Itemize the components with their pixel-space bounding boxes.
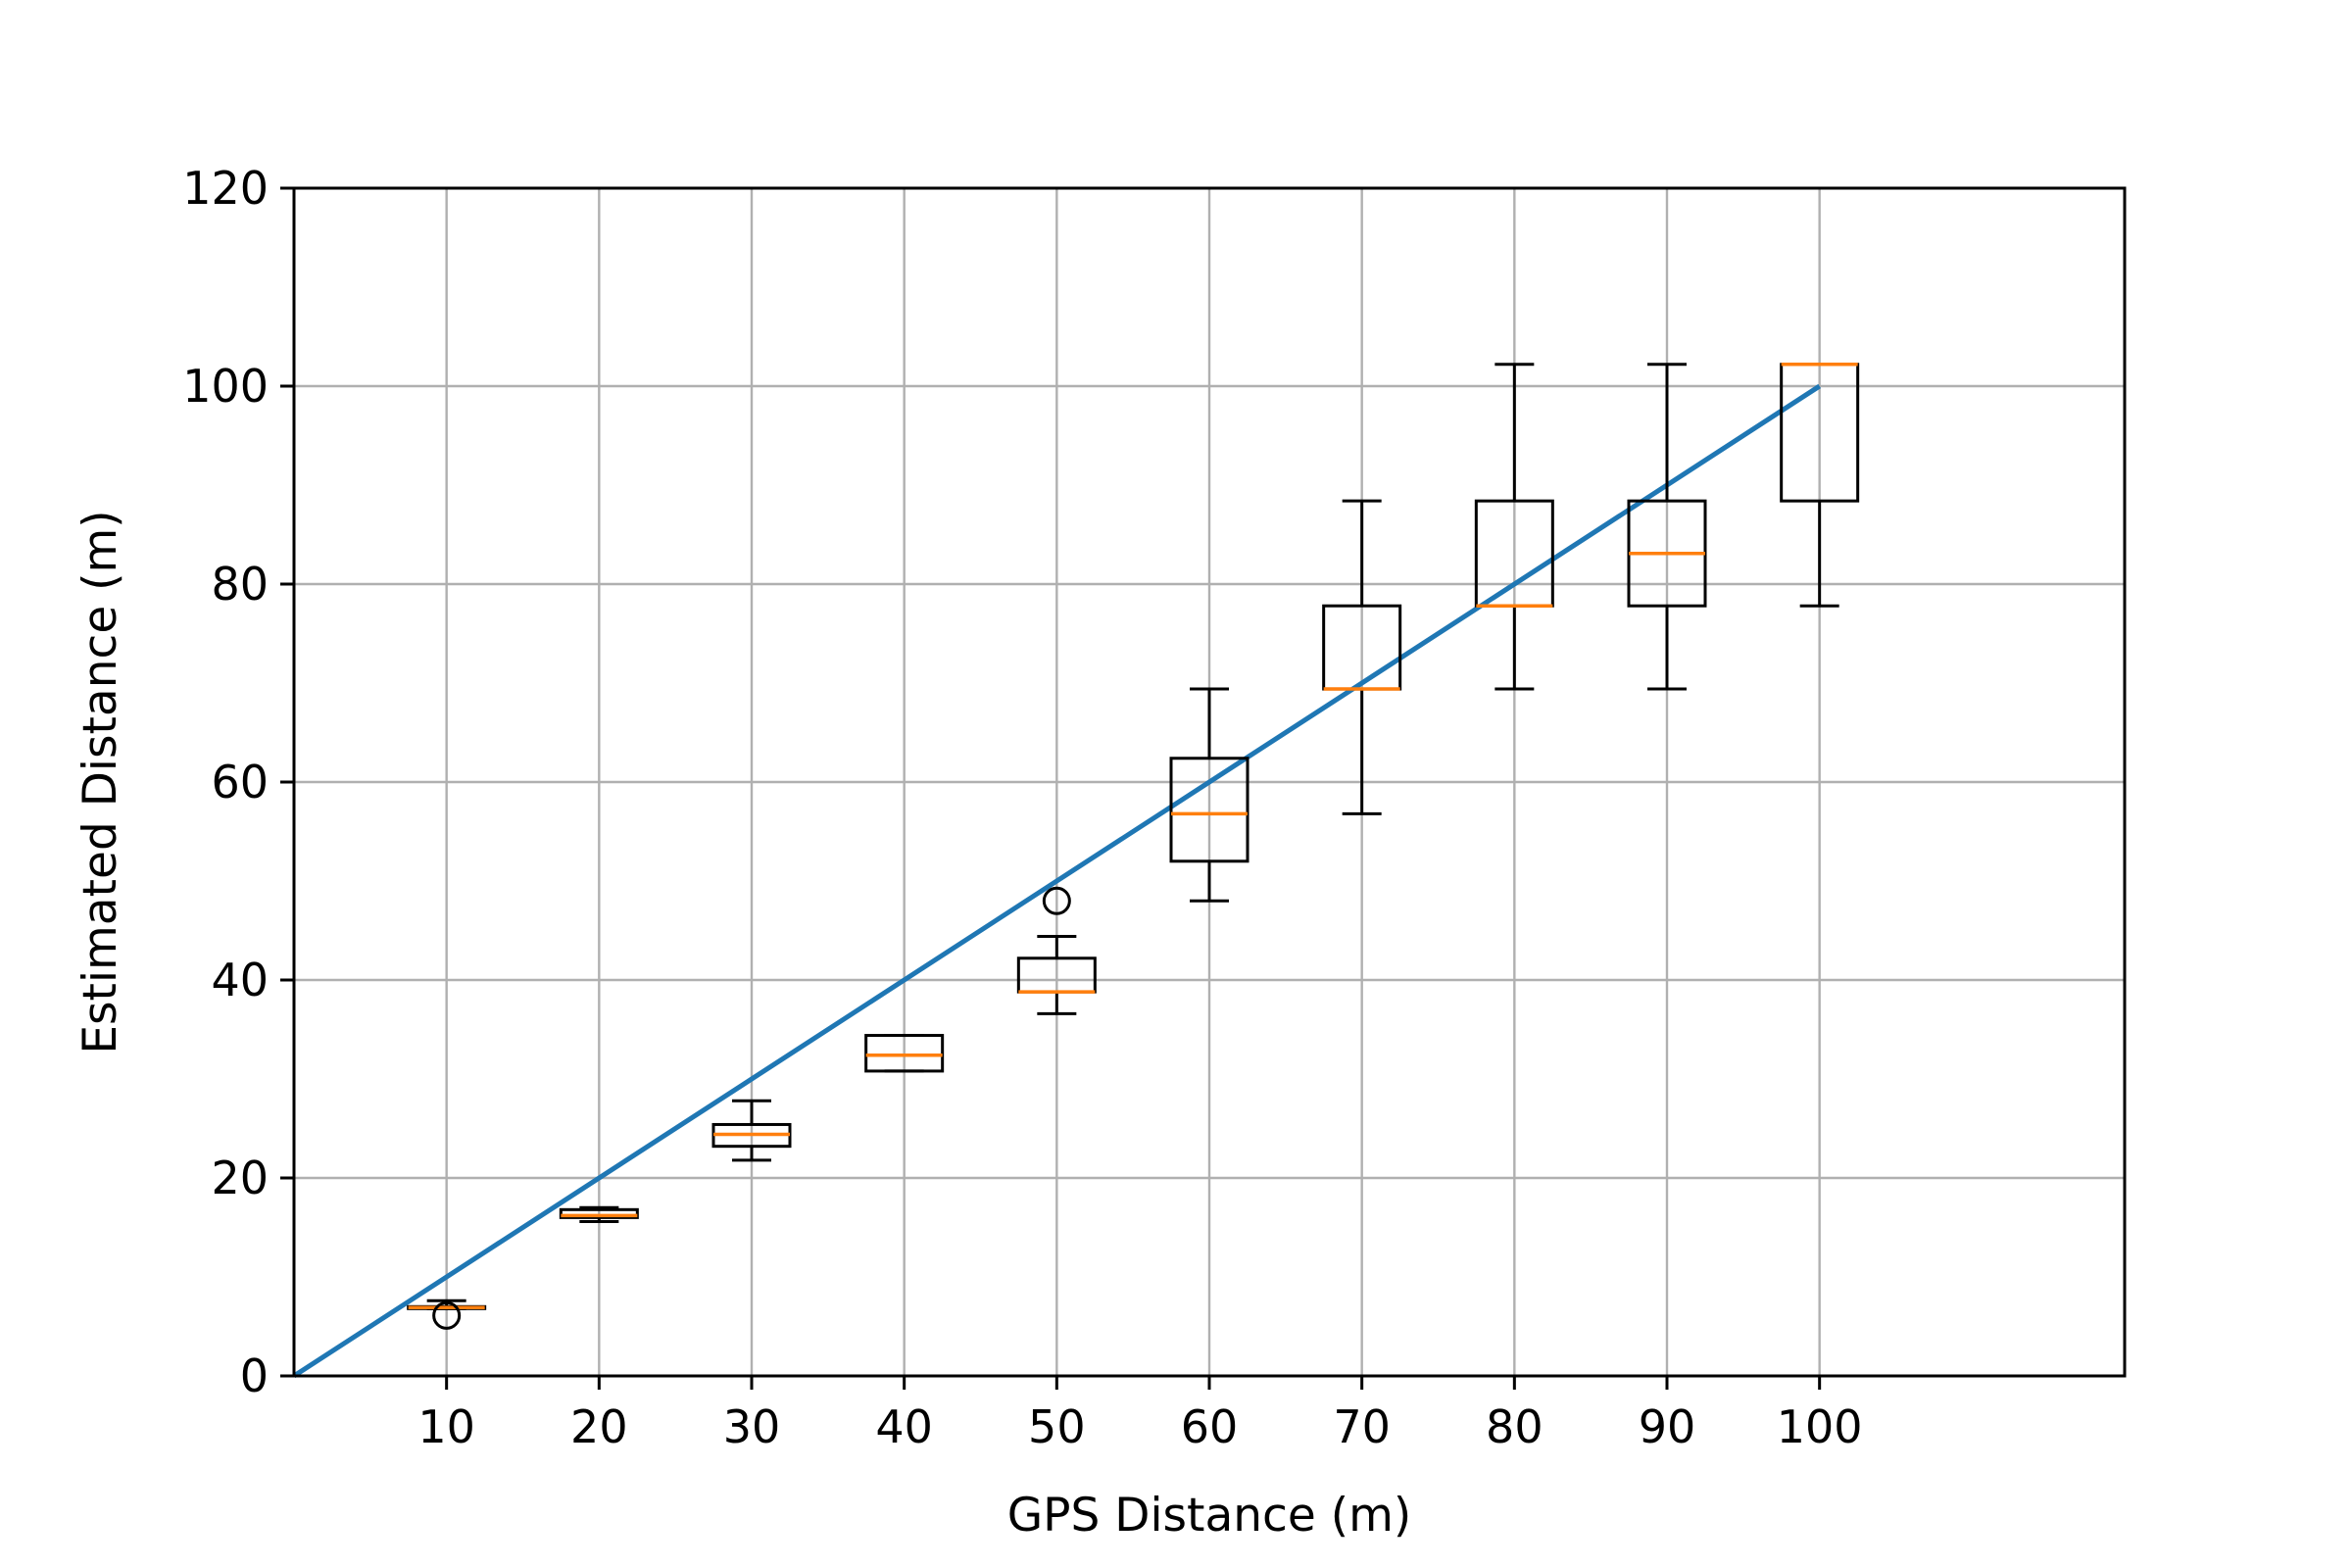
x-tick-label-100: 100 <box>1777 1400 1863 1453</box>
box-70 <box>1322 499 1402 815</box>
x-tick-label-70: 70 <box>1333 1400 1391 1453</box>
x-tick-label-50: 50 <box>1028 1400 1086 1453</box>
plot-area-frame <box>292 186 2127 1378</box>
box-10 <box>407 1298 487 1330</box>
box-rect-40 <box>864 1034 945 1073</box>
box-100 <box>1780 363 1860 608</box>
x-tick-label-10: 10 <box>417 1400 475 1453</box>
reference-line <box>292 383 1822 1379</box>
y-tick-label-120: 120 <box>182 162 269 215</box>
boxes-layer <box>407 363 1860 1330</box>
reference-line-layer <box>292 383 1822 1379</box>
x-tick-label-20: 20 <box>570 1400 628 1453</box>
box-rect-20 <box>559 1207 639 1219</box>
box-60 <box>1169 687 1250 903</box>
box-80 <box>1474 363 1554 691</box>
y-tick-label-80: 80 <box>211 558 269 611</box>
tick-labels: 10 20 30 40 50 60 70 80 90 100 0 20 40 60 80 100 120 <box>182 162 1862 1453</box>
box-20 <box>559 1205 639 1223</box>
y-axis-label: Estimated Distance (m) <box>74 510 127 1054</box>
box-rect-60 <box>1169 757 1250 863</box>
box-30 <box>711 1099 792 1162</box>
y-tick-label-0: 0 <box>240 1349 269 1402</box>
x-tick-label-60: 60 <box>1181 1400 1239 1453</box>
y-tick-label-60: 60 <box>211 756 269 808</box>
box-90 <box>1627 363 1707 691</box>
tick-marks <box>280 186 1822 1390</box>
y-tick-label-100: 100 <box>182 360 269 413</box>
x-tick-label-30: 30 <box>723 1400 781 1453</box>
y-tick-label-20: 20 <box>211 1152 269 1204</box>
y-tick-label-40: 40 <box>211 954 269 1006</box>
outlier-50-0 <box>1042 886 1071 915</box>
x-tick-label-90: 90 <box>1639 1400 1696 1453</box>
box-40 <box>864 1034 945 1073</box>
box-50 <box>1016 886 1097 1015</box>
outlier-10-0 <box>432 1300 462 1330</box>
x-tick-label-80: 80 <box>1486 1400 1544 1453</box>
x-tick-label-40: 40 <box>875 1400 933 1453</box>
x-axis-label: GPS Distance (m) <box>1007 1489 1411 1543</box>
